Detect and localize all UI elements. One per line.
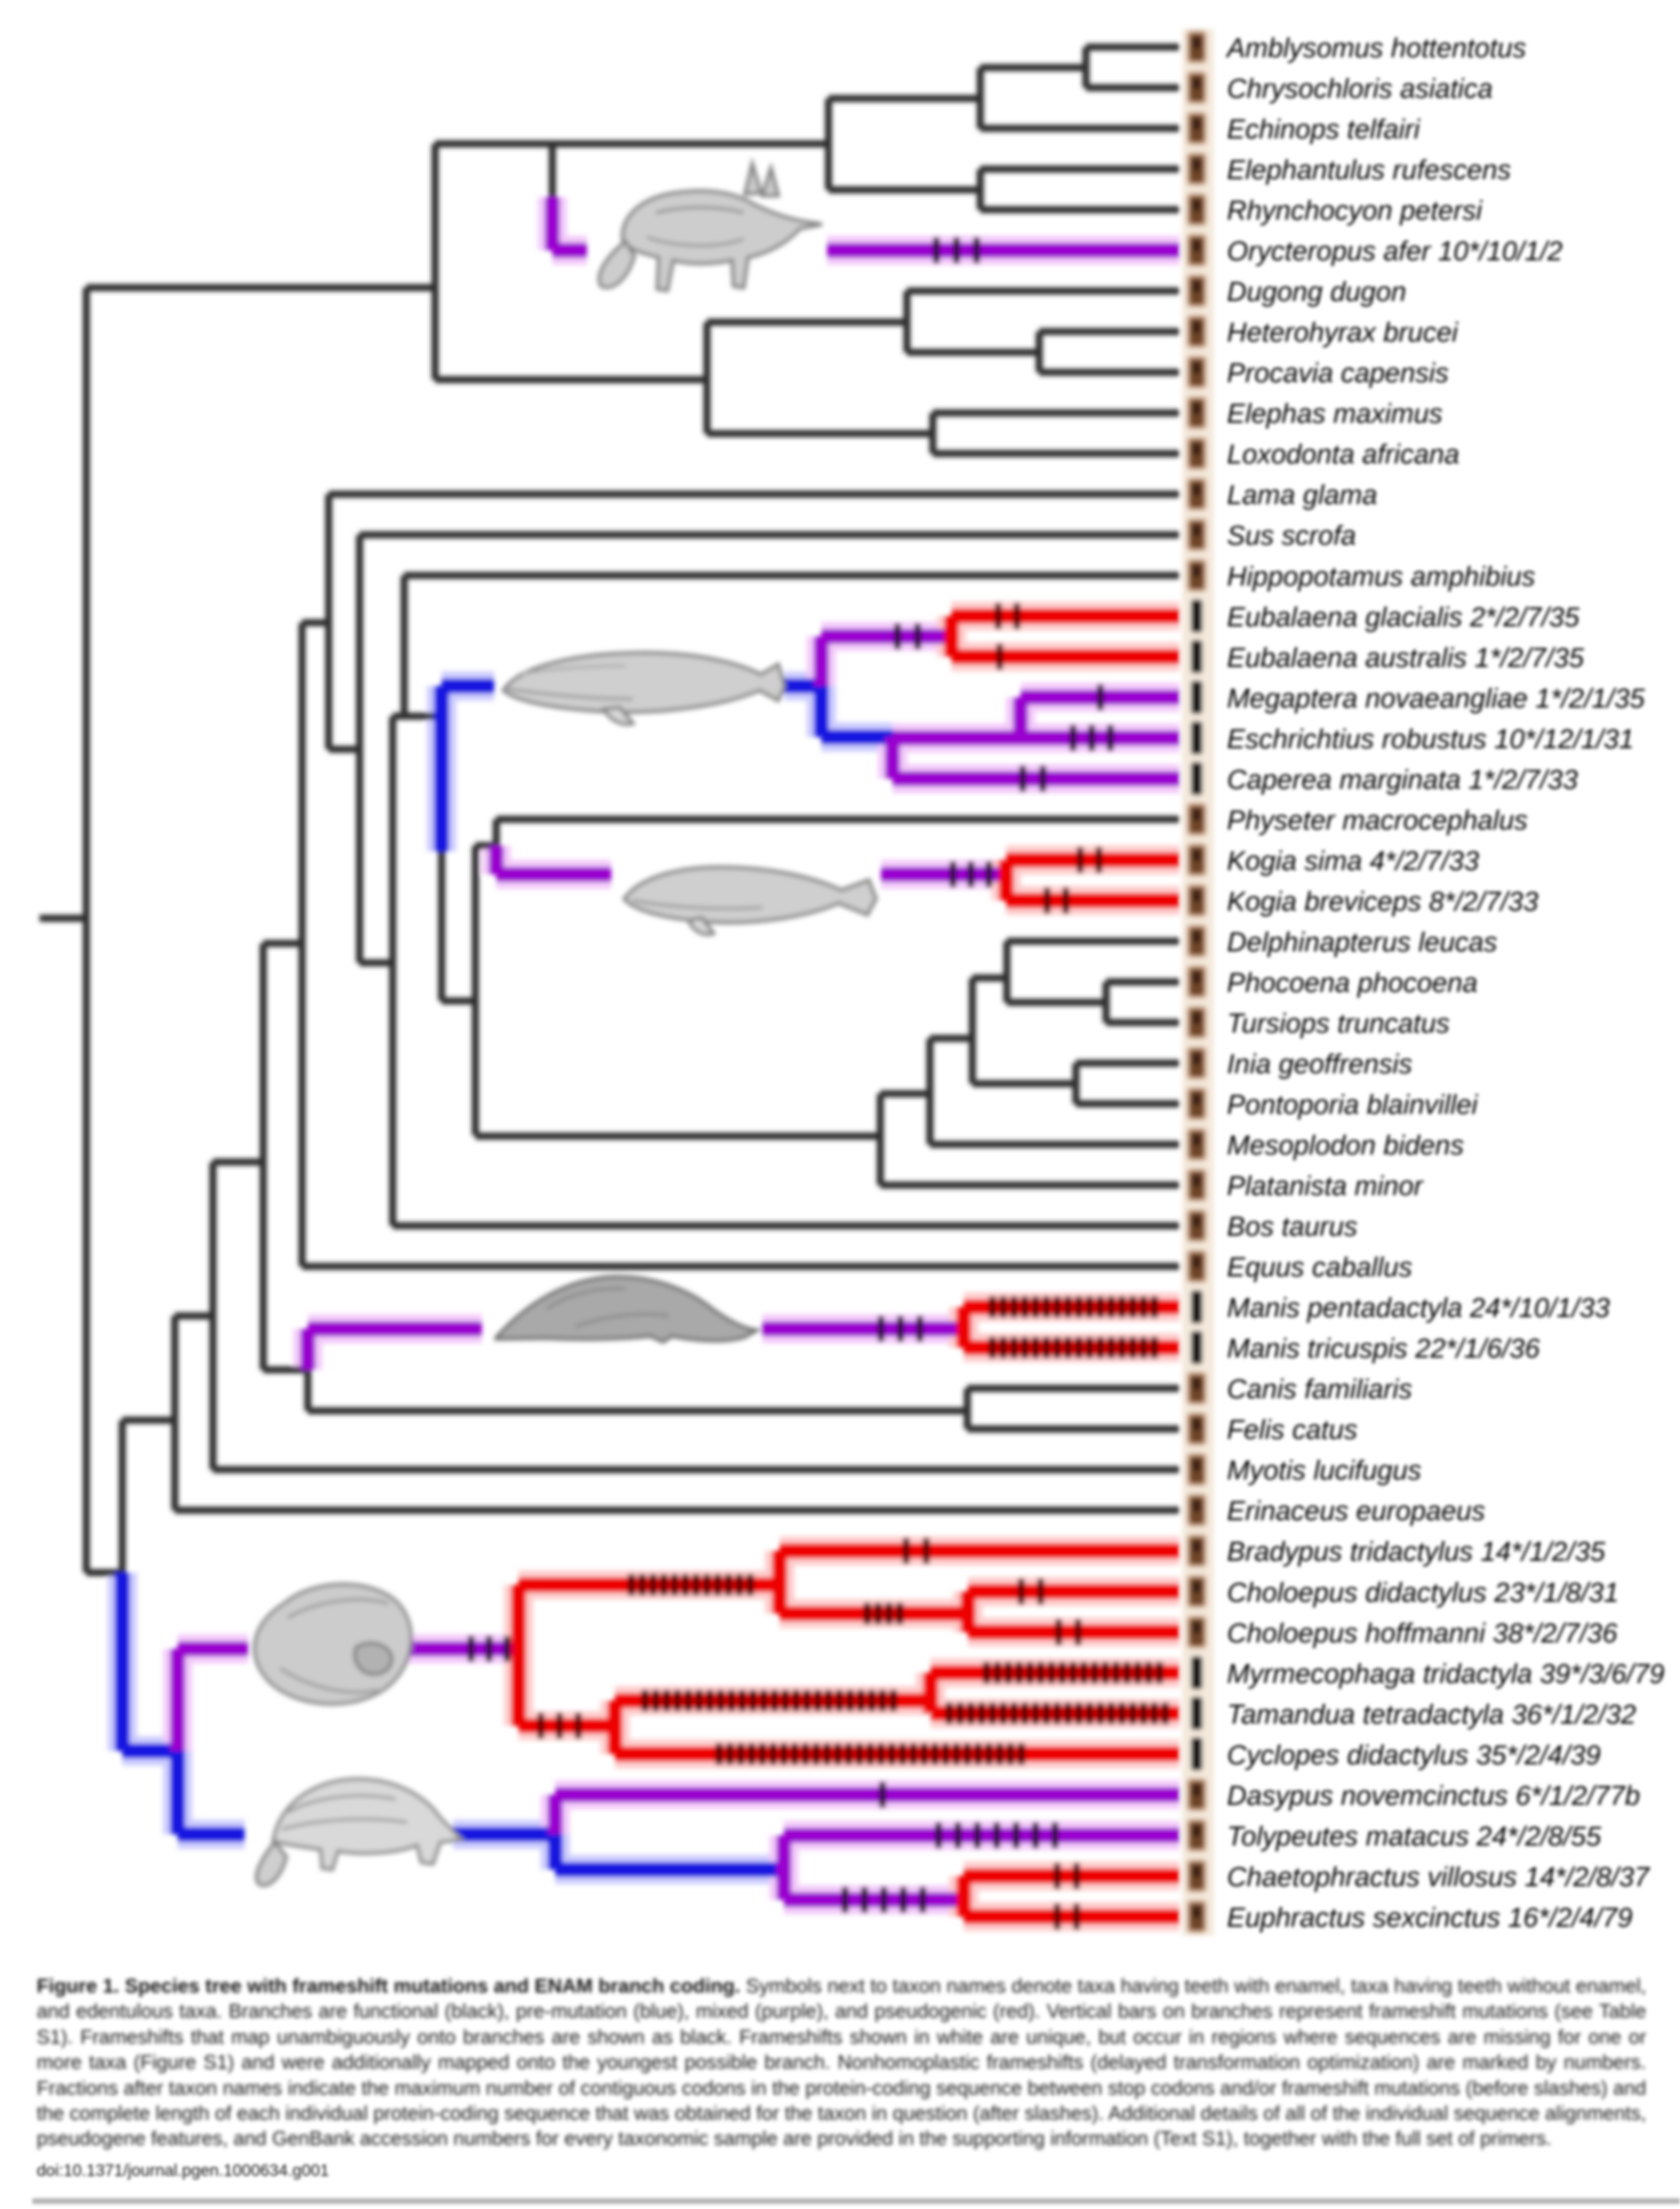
svg-text:Kogia sima 4*/2/7/33: Kogia sima 4*/2/7/33 [1227, 846, 1479, 877]
svg-text:Lama glama: Lama glama [1227, 480, 1377, 511]
svg-text:Megaptera novaeangliae 1*/2/1/: Megaptera novaeangliae 1*/2/1/35 [1227, 684, 1645, 714]
svg-text:Eschrichtius robustus 10*/12/1: Eschrichtius robustus 10*/12/1/31 [1227, 724, 1634, 754]
svg-text:Delphinapterus leucas: Delphinapterus leucas [1227, 928, 1497, 958]
svg-text:Equus caballus: Equus caballus [1227, 1253, 1412, 1283]
svg-text:Rhynchocyon petersi: Rhynchocyon petersi [1227, 196, 1483, 227]
svg-text:Choloepus hoffmanni 38*/2/7/36: Choloepus hoffmanni 38*/2/7/36 [1227, 1619, 1618, 1649]
svg-text:Sus scrofa: Sus scrofa [1227, 521, 1356, 552]
svg-text:Tamandua tetradactyla 36*/1/2/: Tamandua tetradactyla 36*/1/2/32 [1227, 1700, 1636, 1730]
svg-text:Elephas maximus: Elephas maximus [1227, 399, 1443, 429]
svg-text:Pontoporia blainvillei: Pontoporia blainvillei [1227, 1090, 1479, 1120]
svg-text:Caperea marginata 1*/2/7/33: Caperea marginata 1*/2/7/33 [1227, 765, 1578, 795]
svg-text:Canis familiaris: Canis familiaris [1227, 1375, 1412, 1405]
svg-text:Elephantulus rufescens: Elephantulus rufescens [1227, 155, 1511, 186]
svg-text:Physeter macrocephalus: Physeter macrocephalus [1227, 805, 1528, 836]
svg-text:Bos taurus: Bos taurus [1227, 1212, 1358, 1243]
svg-text:Phocoena phocoena: Phocoena phocoena [1227, 969, 1478, 999]
svg-text:Myotis lucifugus: Myotis lucifugus [1227, 1456, 1421, 1486]
svg-text:Echinops telfairi: Echinops telfairi [1227, 115, 1421, 145]
svg-text:Mesoplodon bidens: Mesoplodon bidens [1227, 1131, 1464, 1161]
svg-text:Inia geoffrensis: Inia geoffrensis [1227, 1050, 1412, 1080]
svg-text:Kogia breviceps 8*/2/7/33: Kogia breviceps 8*/2/7/33 [1227, 887, 1538, 917]
svg-text:Felis catus: Felis catus [1227, 1415, 1358, 1445]
svg-text:Chrysochloris asiatica: Chrysochloris asiatica [1227, 74, 1493, 104]
svg-text:Amblysomus hottentotus: Amblysomus hottentotus [1225, 34, 1526, 64]
svg-text:Myrmecophaga tridactyla 39*/3/: Myrmecophaga tridactyla 39*/3/6/79 [1227, 1659, 1664, 1689]
svg-text:Chaetophractus villosus 14*/2/: Chaetophractus villosus 14*/2/8/37 [1227, 1862, 1651, 1893]
svg-text:Euphractus sexcinctus 16*/2/4/: Euphractus sexcinctus 16*/2/4/79 [1227, 1903, 1633, 1933]
svg-text:Choloepus didactylus 23*/1/8/3: Choloepus didactylus 23*/1/8/31 [1227, 1578, 1619, 1608]
svg-text:Cyclopes didactylus 35*/2/4/39: Cyclopes didactylus 35*/2/4/39 [1227, 1740, 1601, 1770]
svg-text:Platanista minor: Platanista minor [1227, 1171, 1424, 1202]
svg-text:Hippopotamus amphibius: Hippopotamus amphibius [1227, 562, 1535, 592]
svg-text:Bradypus tridactylus 14*/1/2/3: Bradypus tridactylus 14*/1/2/35 [1227, 1537, 1606, 1568]
svg-text:Heterohyrax brucei: Heterohyrax brucei [1227, 318, 1459, 348]
svg-text:Manis pentadactyla 24*/10/1/33: Manis pentadactyla 24*/10/1/33 [1227, 1294, 1610, 1324]
svg-text:Procavia capensis: Procavia capensis [1227, 359, 1448, 389]
svg-text:Tolypeutes matacus 24*/2/8/55: Tolypeutes matacus 24*/2/8/55 [1227, 1821, 1602, 1852]
svg-text:Dugong dugon: Dugong dugon [1227, 278, 1406, 308]
svg-text:Loxodonta africana: Loxodonta africana [1227, 440, 1459, 470]
svg-text:Manis tricuspis 22*/1/6/36: Manis tricuspis 22*/1/6/36 [1227, 1334, 1540, 1364]
svg-text:Erinaceus europaeus: Erinaceus europaeus [1227, 1496, 1485, 1527]
svg-text:Tursiops truncatus: Tursiops truncatus [1227, 1009, 1450, 1039]
svg-text:Dasypus novemcinctus 6*/1/2/77: Dasypus novemcinctus 6*/1/2/77b [1227, 1781, 1640, 1811]
svg-text:Eubalaena australis 1*/2/7/35: Eubalaena australis 1*/2/7/35 [1227, 643, 1584, 673]
svg-text:Eubalaena glacialis 2*/2/7/35: Eubalaena glacialis 2*/2/7/35 [1227, 603, 1580, 633]
svg-text:Orycteropus afer 10*/10/1/2: Orycteropus afer 10*/10/1/2 [1227, 237, 1563, 267]
